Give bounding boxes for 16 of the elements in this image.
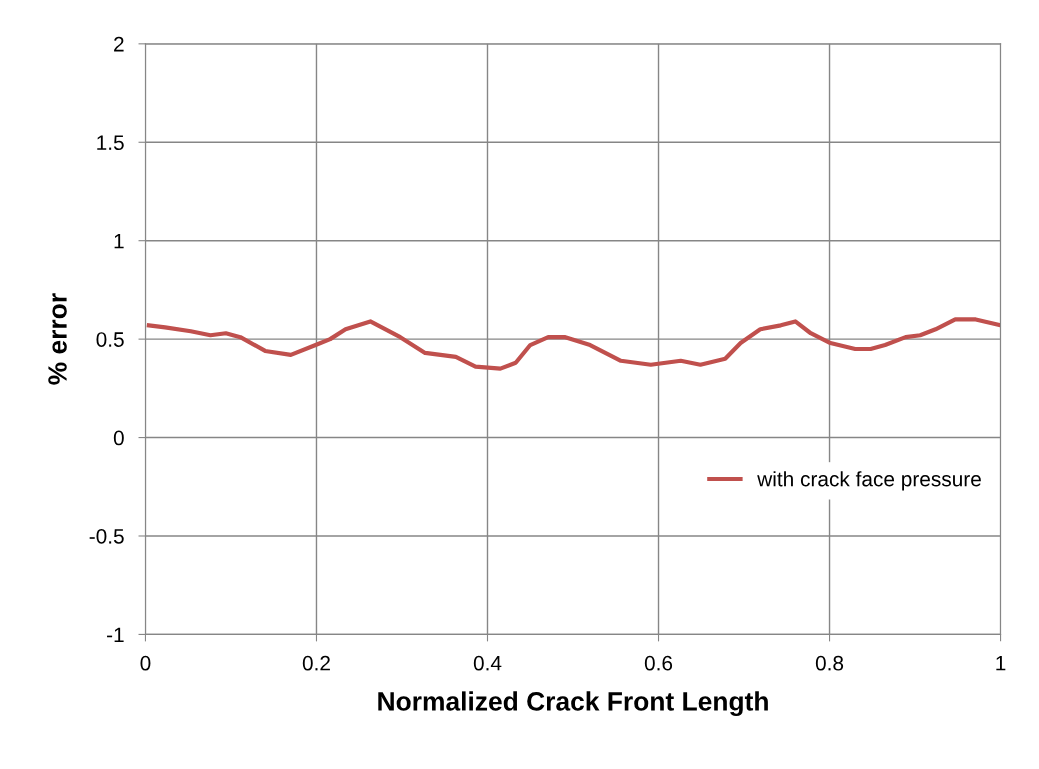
- x-tick-label: 0.2: [302, 655, 330, 671]
- x-tick-label: 0.4: [473, 655, 502, 671]
- y-tick-label: 0: [113, 430, 124, 446]
- y-axis-title: % error: [48, 293, 67, 385]
- y-tick-label: 1: [114, 233, 124, 249]
- x-tick-label: 0.8: [815, 655, 844, 671]
- y-tick-label: 1.5: [97, 135, 124, 151]
- y-tick-label: 0.5: [96, 332, 124, 347]
- x-axis-title: Normalized Crack Front Length: [378, 691, 768, 717]
- legend-label: with crack face pressure: [757, 471, 981, 491]
- x-tick-label: 0.6: [644, 655, 673, 671]
- x-tick-label: 1: [996, 656, 1006, 671]
- y-tick-label: -1: [107, 627, 124, 642]
- x-tick-label: 0: [140, 655, 151, 671]
- y-tick-label: -0.5: [89, 528, 124, 544]
- y-tick-label: 2: [114, 36, 124, 52]
